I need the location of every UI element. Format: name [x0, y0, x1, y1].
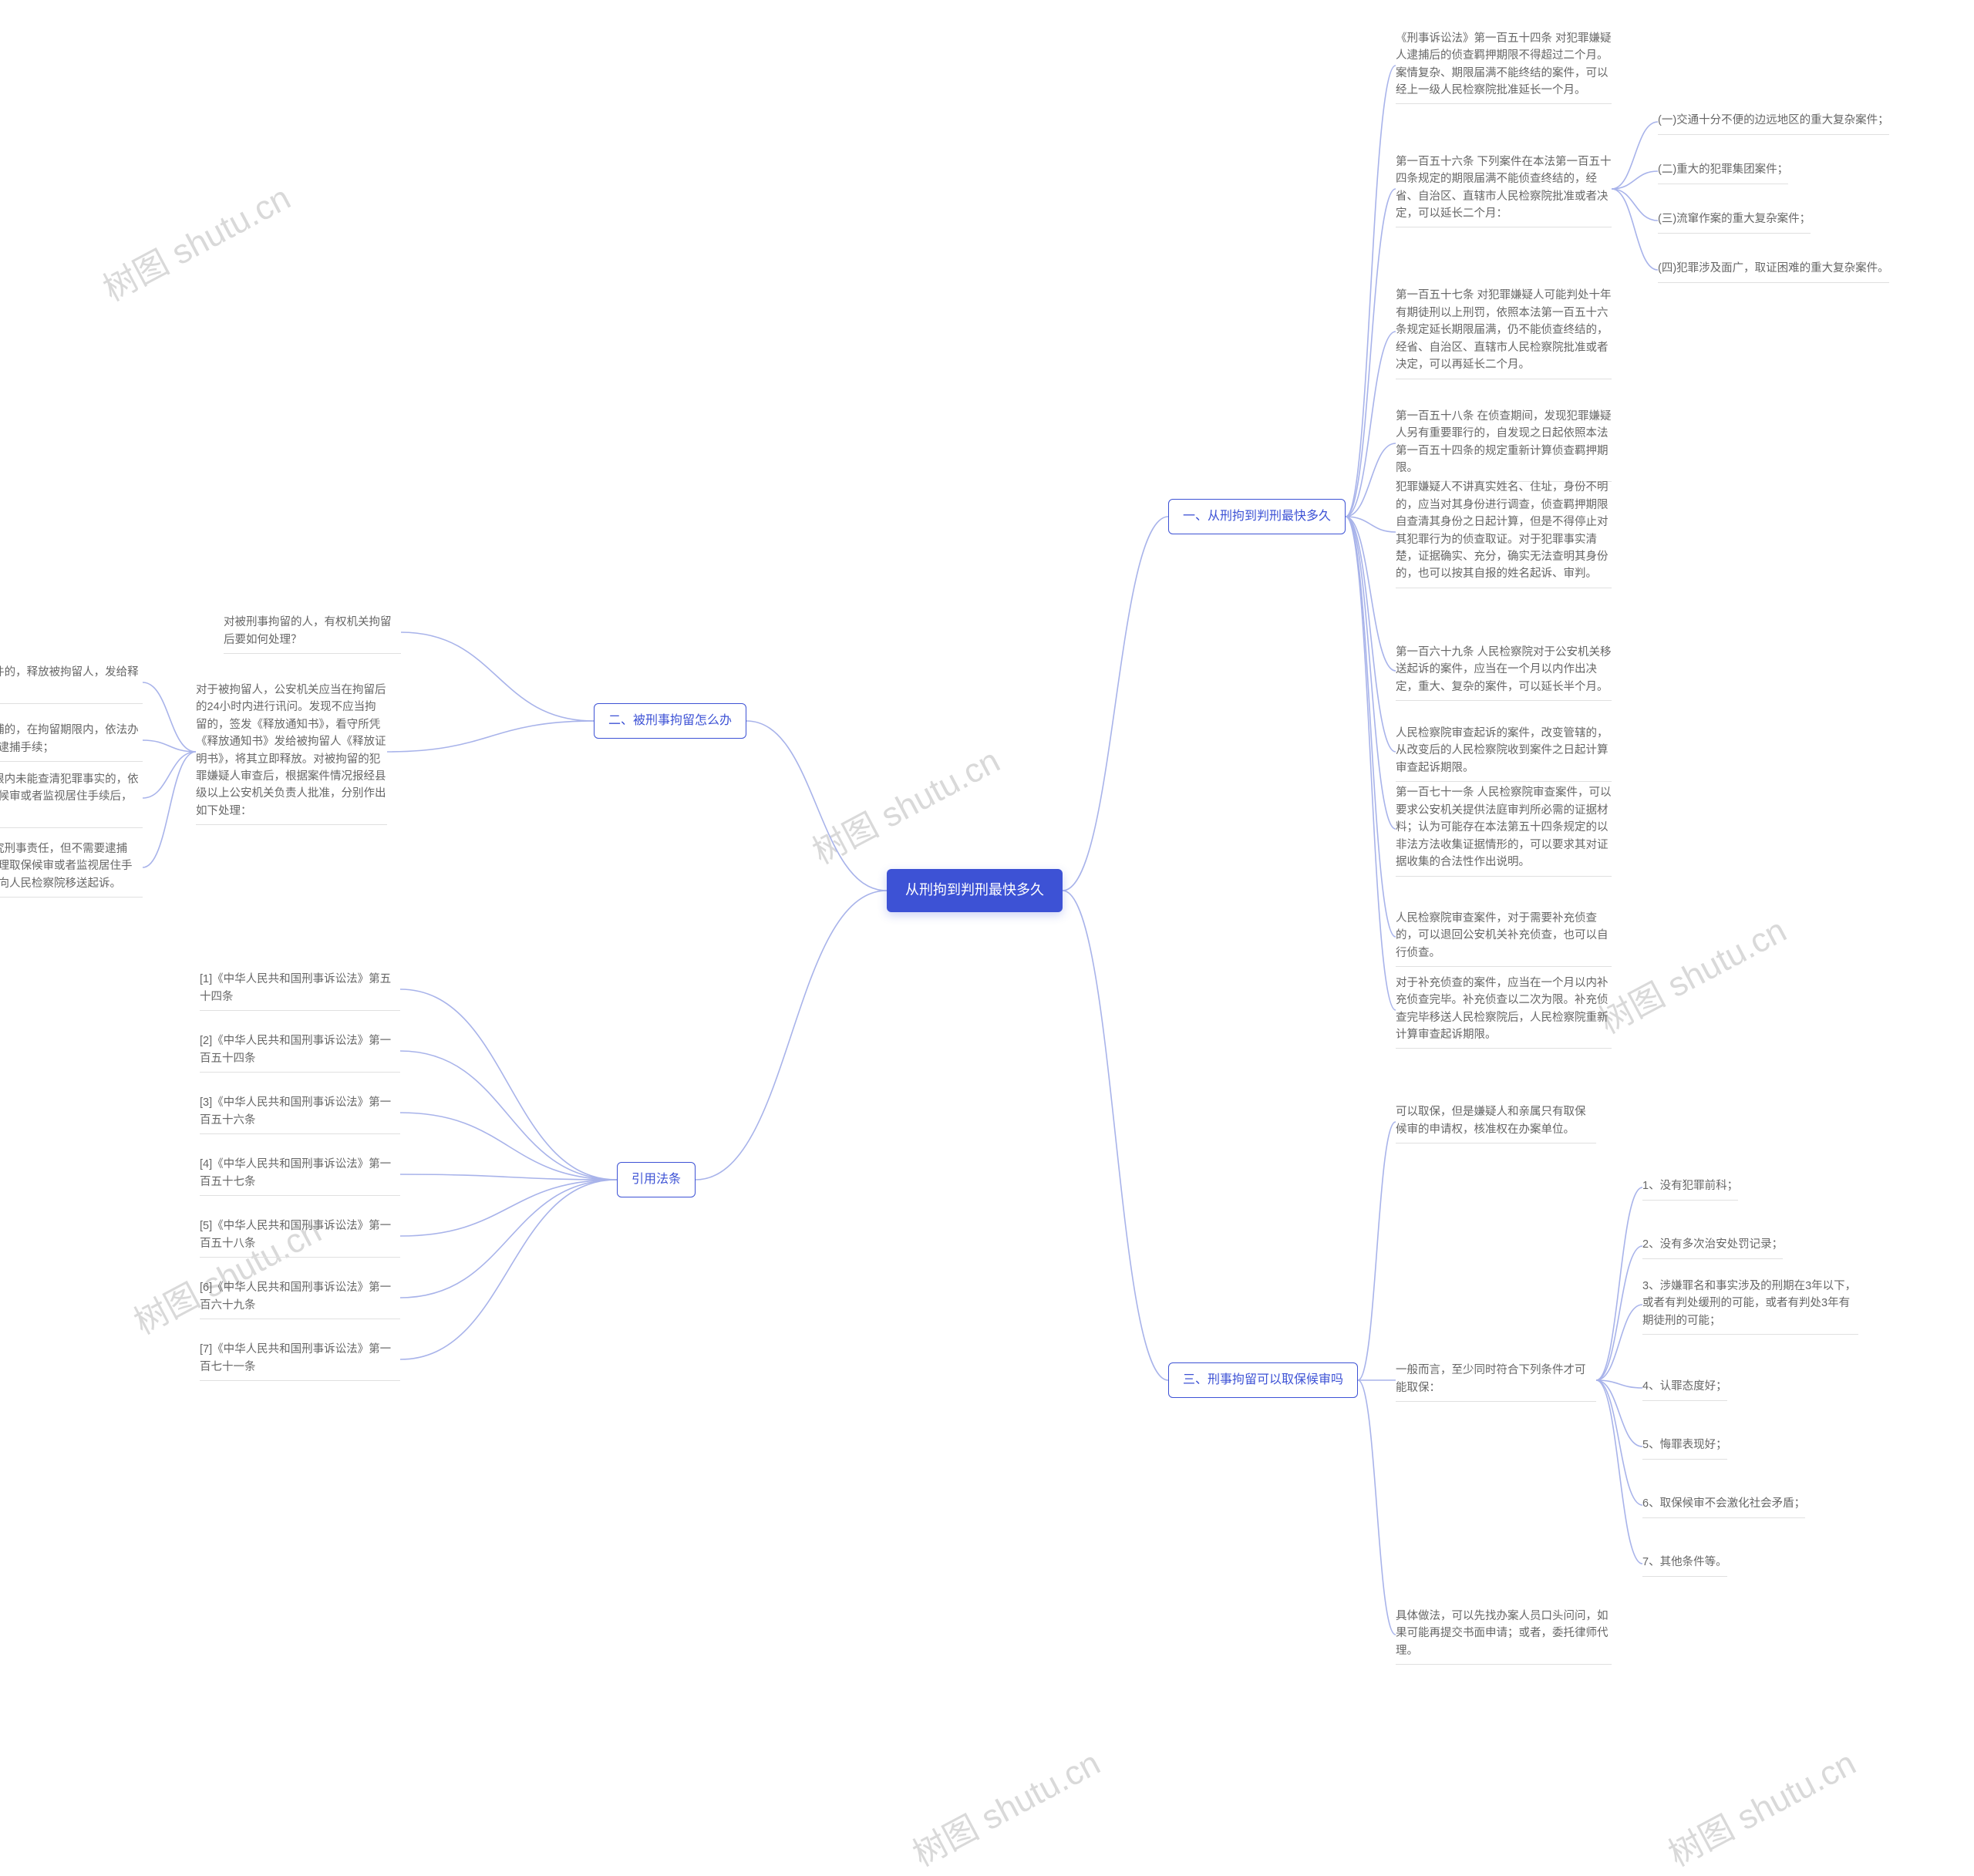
leaf-b2_2_3: 3、拘留期限内未能查清犯罪事实的，依法办理取保候审或者监视居住手续后，继续侦查； [0, 768, 143, 828]
leaf-b4_3: [3]《中华人民共和国刑事诉讼法》第一百五十六条 [200, 1091, 400, 1134]
leaf-b3_2_4: 4、认罪态度好； [1642, 1375, 1727, 1400]
leaf-b4_5: [5]《中华人民共和国刑事诉讼法》第一百五十八条 [200, 1214, 400, 1258]
leaf-b3_2_7: 7、其他条件等。 [1642, 1551, 1727, 1576]
leaf-b1_10: 对于补充侦查的案件，应当在一个月以内补充侦查完毕。补充侦查以二次为限。补充侦查完… [1396, 972, 1612, 1049]
leaf-b3_1: 可以取保，但是嫌疑人和亲属只有取保候审的申请权，核准权在办案单位。 [1396, 1100, 1596, 1143]
leaf-b4_4: [4]《中华人民共和国刑事诉讼法》第一百五十七条 [200, 1153, 400, 1196]
branch-b1: 一、从刑拘到判刑最快多久 [1168, 499, 1346, 535]
leaf-b1_1: 《刑事诉讼法》第一百五十四条 对犯罪嫌疑人逮捕后的侦查羁押期限不得超过二个月。案… [1396, 27, 1612, 105]
leaf-b3_2: 一般而言，至少同时符合下列条件才可能取保： [1396, 1359, 1596, 1402]
leaf-b2_2_2: 2、需要逮捕的，在拘留期限内，依法办理提请批准逮捕手续； [0, 719, 143, 762]
leaf-b1_7: 人民检察院审查起诉的案件，改变管辖的，从改变后的人民检察院收到案件之日起计算审查… [1396, 722, 1612, 782]
leaf-b1_2_4: (四)犯罪涉及面广，取证困难的重大复杂案件。 [1658, 257, 1889, 282]
leaf-b3_2_3: 3、涉嫌罪名和事实涉及的刑期在3年以下，或者有判处缓刑的可能，或者有判处3年有期… [1642, 1275, 1858, 1335]
leaf-b3_2_6: 6、取保候审不会激化社会矛盾； [1642, 1492, 1805, 1517]
leaf-b4_1: [1]《中华人民共和国刑事诉讼法》第五十四条 [200, 968, 400, 1011]
leaf-b3_2_1: 1、没有犯罪前科； [1642, 1174, 1738, 1200]
leaf-b3_2_2: 2、没有多次治安处罚记录； [1642, 1233, 1783, 1258]
leaf-b4_2: [2]《中华人民共和国刑事诉讼法》第一百五十四条 [200, 1029, 400, 1073]
leaf-b1_6: 第一百六十九条 人民检察院对于公安机关移送起诉的案件，应当在一个月以内作出决定，… [1396, 641, 1612, 701]
leaf-b3_2_5: 5、悔罪表现好； [1642, 1433, 1727, 1459]
leaf-b2_2: 对于被拘留人，公安机关应当在拘留后的24小时内进行讯问。发现不应当拘留的，签发《… [196, 679, 387, 826]
leaf-b2_2_4: 4、应当追究刑事责任，但不需要逮捕的，依法办理取保候审或者监视居住手续后，直接向… [0, 837, 143, 898]
leaf-b4_6: [6]《中华人民共和国刑事诉讼法》第一百六十九条 [200, 1276, 400, 1319]
leaf-b2_1: 对被刑事拘留的人，有权机关拘留后要如何处理？ [224, 611, 401, 654]
leaf-b4_7: [7]《中华人民共和国刑事诉讼法》第一百七十一条 [200, 1338, 400, 1381]
leaf-b1_9: 人民检察院审查案件，对于需要补充侦查的，可以退回公安机关补充侦查，也可以自行侦查… [1396, 907, 1612, 967]
leaf-b3_3: 具体做法，可以先找办案人员口头问问，如果可能再提交书面申请；或者，委托律师代理。 [1396, 1605, 1612, 1665]
leaf-b1_4: 第一百五十八条 在侦查期间，发现犯罪嫌疑人另有重要罪行的，自发现之日起依照本法第… [1396, 405, 1612, 483]
leaf-b1_8: 第一百七十一条 人民检察院审查案件，可以要求公安机关提供法庭审判所必需的证据材料… [1396, 781, 1612, 876]
branch-b2: 二、被刑事拘留怎么办 [594, 703, 746, 739]
leaf-b1_2_2: (二)重大的犯罪集团案件； [1658, 158, 1788, 184]
branch-b4: 引用法条 [617, 1162, 696, 1198]
leaf-b1_2_3: (三)流窜作案的重大复杂案件； [1658, 207, 1811, 233]
leaf-b1_2_1: (一)交通十分不便的边远地区的重大复杂案件； [1658, 109, 1889, 134]
branch-b3: 三、刑事拘留可以取保候审吗 [1168, 1362, 1358, 1399]
leaf-b1_5: 犯罪嫌疑人不讲真实姓名、住址，身份不明的，应当对其身份进行调查，侦查羁押期限自查… [1396, 476, 1612, 588]
leaf-b1_2: 第一百五十六条 下列案件在本法第一百五十四条规定的期限届满不能侦查终结的，经省、… [1396, 150, 1612, 228]
leaf-b2_2_1: 1、撤消案件的，释放被拘留人，发给释放证明； [0, 661, 143, 704]
root-node: 从刑拘到判刑最快多久 [887, 869, 1063, 912]
leaf-b1_3: 第一百五十七条 对犯罪嫌疑人可能判处十年有期徒刑以上刑罚，依照本法第一百五十六条… [1396, 284, 1612, 379]
